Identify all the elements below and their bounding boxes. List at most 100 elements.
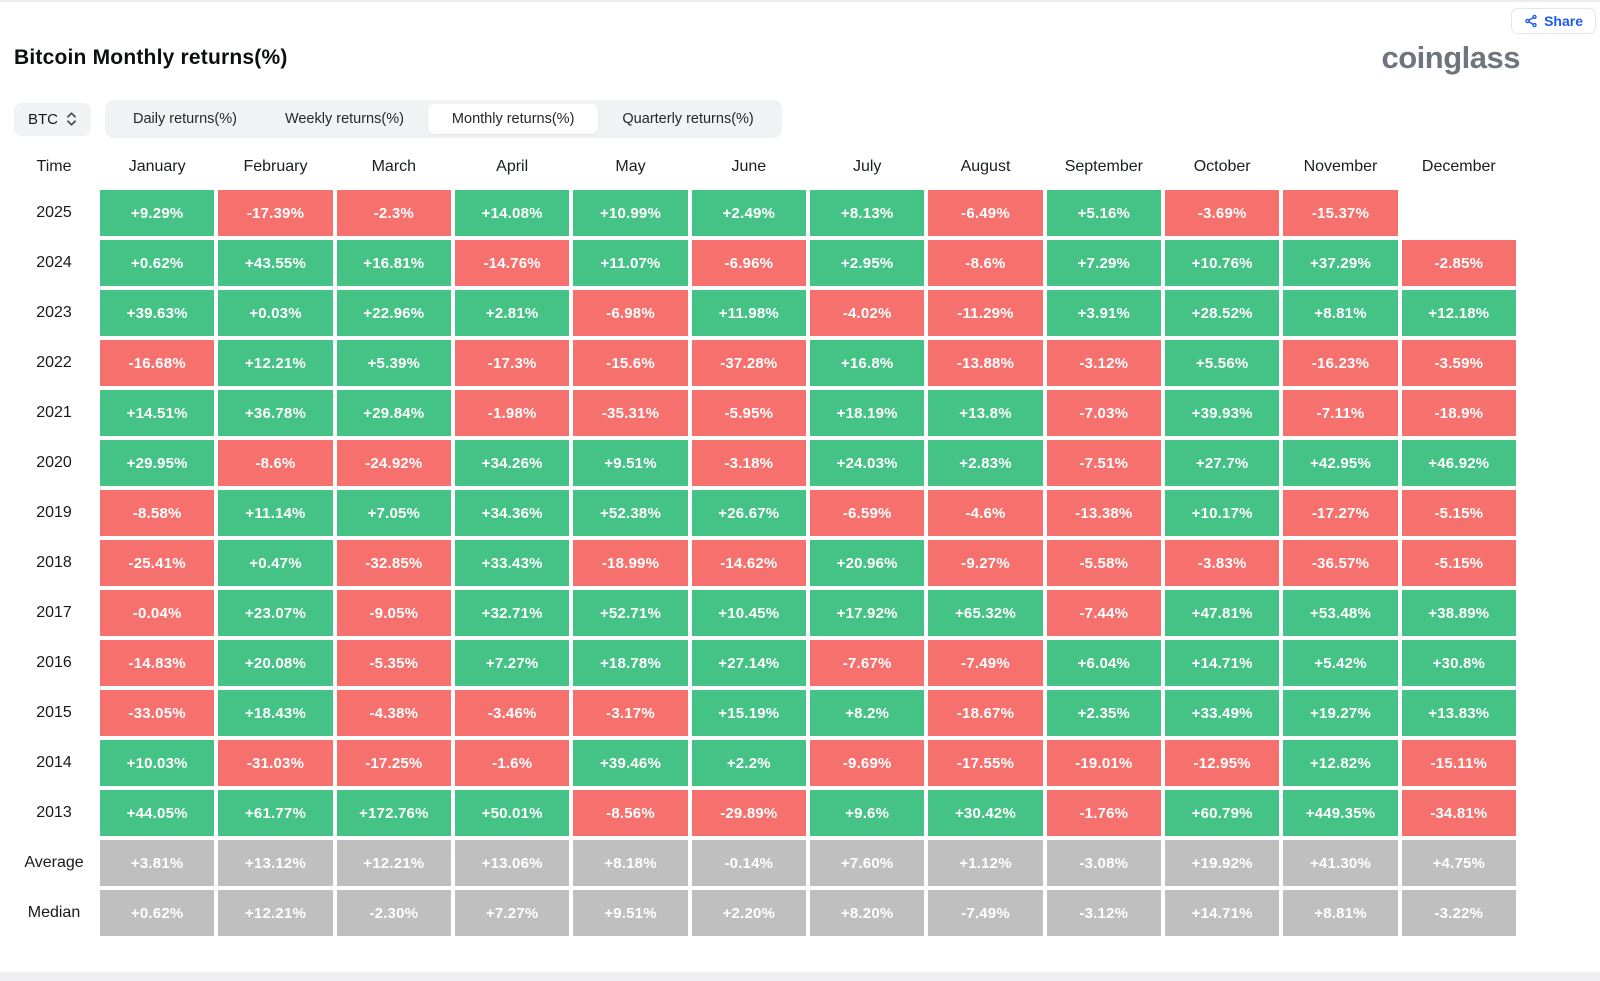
return-cell-2013-november: +449.35% — [1283, 790, 1398, 836]
return-cell-2020-november: +42.95% — [1283, 440, 1398, 486]
return-cell-2014-february: -31.03% — [218, 740, 333, 786]
return-cell-2017-april: +32.71% — [455, 590, 570, 636]
return-cell-2021-february: +36.78% — [218, 390, 333, 436]
tab-quarterly-returns[interactable]: Quarterly returns(%) — [622, 111, 754, 127]
return-cell-2013-february: +61.77% — [218, 790, 333, 836]
return-cell-median-november: +8.81% — [1283, 890, 1398, 936]
return-cell-2015-july: +8.2% — [810, 690, 925, 736]
return-cell-average-november: +41.30% — [1283, 840, 1398, 886]
monthly-returns-table: Time January February March April May June July… — [12, 148, 1516, 936]
return-cell-2025-may: +10.99% — [573, 190, 688, 236]
return-cell-2018-may: -18.99% — [573, 540, 688, 586]
return-cell-2016-november: +5.42% — [1283, 640, 1398, 686]
return-cell-2014-december: -15.11% — [1401, 740, 1516, 786]
return-cell-2016-december: +30.8% — [1401, 640, 1516, 686]
tab-monthly-returns[interactable]: Monthly returns(%) — [427, 104, 599, 134]
return-cell-2025-december — [1402, 190, 1516, 236]
tab-weekly-returns[interactable]: Weekly returns(%) — [284, 111, 404, 127]
return-cell-2017-december: +38.89% — [1401, 590, 1516, 636]
return-cell-2019-december: -5.15% — [1401, 490, 1516, 536]
return-cell-2020-may: +9.51% — [573, 440, 688, 486]
return-cell-2015-february: +18.43% — [218, 690, 333, 736]
return-cell-2022-april: -17.3% — [455, 340, 570, 386]
return-cell-2016-february: +20.08% — [218, 640, 333, 686]
return-cell-2023-september: +3.91% — [1046, 290, 1161, 336]
symbol-select-value: BTC — [28, 110, 58, 128]
return-cell-2020-april: +34.26% — [455, 440, 570, 486]
return-cell-2015-september: +2.35% — [1046, 690, 1161, 736]
return-cell-median-february: +12.21% — [218, 890, 333, 936]
return-cell-2013-may: -8.56% — [573, 790, 688, 836]
return-cell-2014-may: +39.46% — [573, 740, 688, 786]
row-label-2019: 2019 — [36, 504, 72, 521]
return-cell-2023-june: +11.98% — [691, 290, 806, 336]
return-cell-average-march: +12.21% — [336, 840, 451, 886]
return-cell-2014-march: -17.25% — [336, 740, 451, 786]
return-cell-median-may: +9.51% — [573, 890, 688, 936]
return-cell-2014-january: +10.03% — [100, 740, 215, 786]
return-cell-average-october: +19.92% — [1165, 840, 1280, 886]
column-header-june: June — [731, 158, 767, 175]
share-button[interactable]: Share — [1511, 8, 1596, 34]
return-cell-2016-july: -7.67% — [810, 640, 925, 686]
returns-tab-bar: Daily returns(%) Weekly returns(%) Month… — [105, 100, 782, 138]
return-cell-2017-may: +52.71% — [573, 590, 688, 636]
row-label-2024: 2024 — [36, 254, 72, 271]
row-label-2020: 2020 — [36, 454, 72, 471]
return-cell-2015-august: -18.67% — [928, 690, 1043, 736]
return-cell-2013-october: +60.79% — [1165, 790, 1280, 836]
return-cell-2019-july: -6.59% — [810, 490, 925, 536]
return-cell-2014-june: +2.2% — [691, 740, 806, 786]
tab-daily-returns[interactable]: Daily returns(%) — [133, 111, 237, 127]
return-cell-2018-october: -3.83% — [1165, 540, 1280, 586]
column-header-july: July — [852, 158, 882, 175]
symbol-select[interactable]: BTC — [14, 102, 91, 136]
row-label-2016: 2016 — [36, 654, 72, 671]
row-label-2014: 2014 — [36, 754, 72, 771]
return-cell-2022-july: +16.8% — [810, 340, 925, 386]
return-cell-2022-august: -13.88% — [928, 340, 1043, 386]
return-cell-2015-may: -3.17% — [573, 690, 688, 736]
return-cell-2021-december: -18.9% — [1401, 390, 1516, 436]
return-cell-2015-november: +19.27% — [1283, 690, 1398, 736]
column-header-time: Time — [36, 158, 72, 175]
column-header-december: December — [1421, 158, 1496, 175]
return-cell-2019-august: -4.6% — [928, 490, 1043, 536]
return-cell-2014-july: -9.69% — [810, 740, 925, 786]
return-cell-average-february: +13.12% — [218, 840, 333, 886]
return-cell-2014-september: -19.01% — [1046, 740, 1161, 786]
return-cell-2018-november: -36.57% — [1283, 540, 1398, 586]
return-cell-2021-january: +14.51% — [100, 390, 215, 436]
return-cell-2020-september: -7.51% — [1046, 440, 1161, 486]
return-cell-2024-december: -2.85% — [1401, 240, 1516, 286]
return-cell-2013-december: -34.81% — [1401, 790, 1516, 836]
return-cell-2019-november: -17.27% — [1283, 490, 1398, 536]
return-cell-2016-august: -7.49% — [928, 640, 1043, 686]
coinglass-logo: coinglass — [1381, 40, 1521, 75]
return-cell-2023-april: +2.81% — [455, 290, 570, 336]
return-cell-2019-march: +7.05% — [336, 490, 451, 536]
row-label-2017: 2017 — [36, 604, 72, 621]
return-cell-2019-april: +34.36% — [455, 490, 570, 536]
return-cell-2025-february: -17.39% — [218, 190, 333, 236]
return-cell-average-september: -3.08% — [1046, 840, 1161, 886]
return-cell-2013-june: -29.89% — [691, 790, 806, 836]
return-cell-2023-march: +22.96% — [336, 290, 451, 336]
return-cell-2022-january: -16.68% — [100, 340, 215, 386]
row-label-median: Median — [27, 904, 81, 921]
return-cell-2013-april: +50.01% — [455, 790, 570, 836]
return-cell-2018-september: -5.58% — [1046, 540, 1161, 586]
return-cell-median-january: +0.62% — [100, 890, 215, 936]
return-cell-2015-june: +15.19% — [691, 690, 806, 736]
chevron-up-down-icon — [66, 111, 77, 127]
return-cell-2024-september: +7.29% — [1046, 240, 1161, 286]
page-title: Bitcoin Monthly returns(%) — [14, 46, 288, 69]
return-cell-2025-september: +5.16% — [1046, 190, 1161, 236]
row-label-2022: 2022 — [36, 354, 72, 371]
return-cell-2018-december: -5.15% — [1401, 540, 1516, 586]
return-cell-2016-january: -14.83% — [100, 640, 215, 686]
share-label: Share — [1544, 13, 1583, 29]
return-cell-2017-september: -7.44% — [1046, 590, 1161, 636]
return-cell-average-july: +7.60% — [810, 840, 925, 886]
